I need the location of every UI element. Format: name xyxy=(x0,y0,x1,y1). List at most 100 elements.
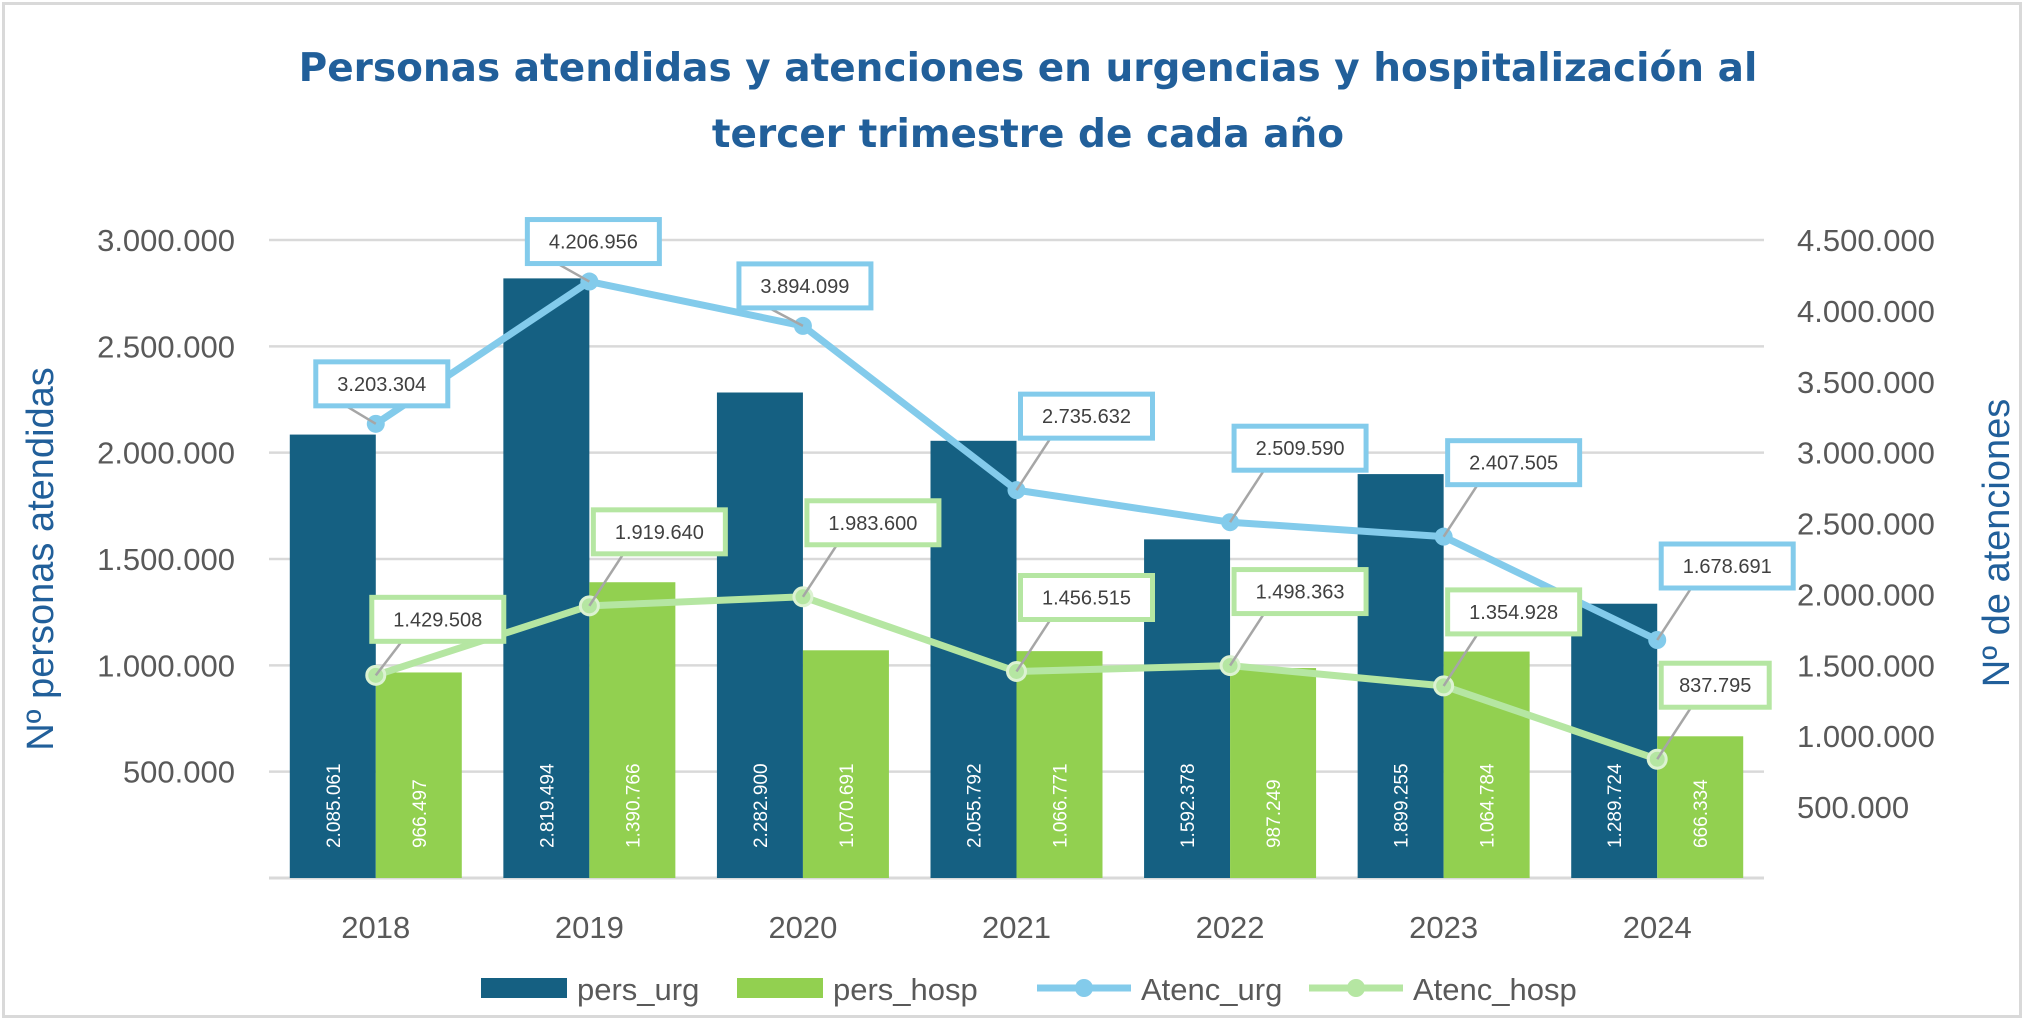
x-tick-label: 2024 xyxy=(1623,910,1692,945)
line-data-label: 1.678.691 xyxy=(1683,556,1772,578)
leader-line xyxy=(1015,437,1052,491)
bar-pers_hosp xyxy=(375,672,462,878)
line-data-label: 1.919.640 xyxy=(615,522,704,544)
bar-pers_hosp xyxy=(1230,668,1317,878)
x-tick-label: 2023 xyxy=(1409,910,1478,945)
leader-line xyxy=(1015,618,1052,673)
leader-line xyxy=(374,640,403,677)
bar-pers_urg xyxy=(1144,539,1231,878)
right-tick-label: 3.500.000 xyxy=(1797,365,1935,400)
bar-data-label: 966.497 xyxy=(410,779,431,848)
left-axis-title: Nº personas atendidas xyxy=(20,367,62,751)
data-label-box xyxy=(313,359,451,409)
right-tick-label: 1.000.000 xyxy=(1797,719,1935,754)
line-data-label: 837.795 xyxy=(1679,675,1751,697)
line-data-label: 1.498.363 xyxy=(1256,582,1345,604)
bar-data-label: 666.334 xyxy=(1691,779,1712,848)
legend-label-Atenc_urg: Atenc_urg xyxy=(1141,972,1282,1007)
legend-label-Atenc_hosp: Atenc_hosp xyxy=(1413,972,1577,1007)
data-label-box xyxy=(804,498,942,548)
bar-data-label: 987.249 xyxy=(1264,779,1285,848)
chart-title-line-2: tercer trimestre de cada año xyxy=(712,112,1344,157)
x-tick-label: 2018 xyxy=(341,910,410,945)
data-label-box xyxy=(1445,587,1583,637)
data-label-box xyxy=(1231,567,1369,617)
right-tick-label: 1.500.000 xyxy=(1797,648,1935,683)
legend-marker-Atenc_hosp xyxy=(1347,979,1365,997)
bar-data-label: 1.390.766 xyxy=(623,763,644,848)
chart-svg: Personas atendidas y atenciones en urgen… xyxy=(20,46,2018,1007)
bar-data-label: 1.289.724 xyxy=(1605,763,1626,848)
data-label-box xyxy=(1445,438,1583,488)
left-tick-label: 500.000 xyxy=(123,755,235,790)
leader-line xyxy=(588,553,625,607)
x-tick-label: 2022 xyxy=(1196,910,1265,945)
bar-data-label: 1.064.784 xyxy=(1478,763,1499,848)
line-data-label: 1.354.928 xyxy=(1469,602,1558,624)
right-axis-title: Nº de atenciones xyxy=(1976,399,2018,688)
bar-data-label: 2.819.494 xyxy=(537,763,558,848)
leader-line xyxy=(1442,633,1479,687)
line-data-label: 2.509.590 xyxy=(1256,438,1345,460)
bar-data-label: 1.592.378 xyxy=(1178,763,1199,848)
legend-swatch-pers_hosp xyxy=(737,978,823,998)
data-label-box xyxy=(1658,541,1796,591)
leader-line xyxy=(345,404,377,425)
legend-label-pers_urg: pers_urg xyxy=(577,972,699,1007)
left-tick-label: 1.000.000 xyxy=(97,648,235,683)
leader-line xyxy=(1229,469,1266,523)
line-data-label: 2.407.505 xyxy=(1469,453,1558,475)
bar-pers_urg xyxy=(716,392,803,878)
leader-line xyxy=(1656,706,1693,760)
data-label-box xyxy=(590,507,728,557)
left-tick-label: 1.500.000 xyxy=(97,542,235,577)
line-data-label: 1.456.515 xyxy=(1042,587,1131,609)
left-tick-label: 3.000.000 xyxy=(97,223,235,258)
bar-pers_urg xyxy=(503,278,590,879)
data-label-box xyxy=(524,217,662,267)
data-label-box xyxy=(1018,391,1155,441)
leader-line xyxy=(1656,587,1693,641)
line-data-label: 2.735.632 xyxy=(1042,406,1131,428)
legend-label-pers_hosp: pers_hosp xyxy=(833,972,978,1007)
line-data-label: 1.983.600 xyxy=(828,513,917,535)
bar-pers_urg xyxy=(289,434,376,878)
bar-data-label: 1.899.255 xyxy=(1392,763,1413,848)
bar-data-label: 1.070.691 xyxy=(837,763,858,848)
right-tick-label: 500.000 xyxy=(1797,790,1909,825)
line-data-label: 4.206.956 xyxy=(549,232,638,254)
line-data-label: 1.429.508 xyxy=(393,609,482,631)
data-label-box xyxy=(369,594,507,644)
x-tick-label: 2021 xyxy=(982,910,1051,945)
leader-line xyxy=(556,262,590,283)
left-tick-label: 2.500.000 xyxy=(97,329,235,364)
bar-data-label: 1.066.771 xyxy=(1051,763,1072,848)
leader-line xyxy=(768,306,804,328)
bar-pers_hosp xyxy=(1016,651,1103,878)
legend-swatch-pers_urg xyxy=(481,978,567,998)
left-tick-label: 2.000.000 xyxy=(97,436,235,471)
bar-data-label: 2.282.900 xyxy=(751,763,772,848)
bar-data-label: 2.055.792 xyxy=(965,763,986,848)
bar-pers_hosp xyxy=(589,582,676,878)
bar-pers_hosp xyxy=(1657,736,1744,878)
data-label-box xyxy=(1658,660,1772,710)
right-tick-label: 2.500.000 xyxy=(1797,507,1935,542)
right-tick-label: 3.000.000 xyxy=(1797,436,1935,471)
leader-line xyxy=(801,544,838,598)
x-tick-label: 2020 xyxy=(768,910,837,945)
x-tick-label: 2019 xyxy=(555,910,624,945)
right-tick-label: 4.000.000 xyxy=(1797,294,1935,329)
right-tick-label: 4.500.000 xyxy=(1797,223,1935,258)
chart-title-line-1: Personas atendidas y atenciones en urgen… xyxy=(299,46,1758,91)
data-label-box xyxy=(1231,423,1369,473)
data-label-box xyxy=(736,261,874,311)
bar-data-label: 2.085.061 xyxy=(324,763,345,848)
right-tick-label: 2.000.000 xyxy=(1797,577,1935,612)
legend-marker-Atenc_urg xyxy=(1075,979,1093,997)
leader-line xyxy=(1229,612,1266,667)
bar-pers_hosp xyxy=(802,650,889,878)
line-data-label: 3.894.099 xyxy=(760,276,849,298)
leader-line xyxy=(1442,483,1479,538)
